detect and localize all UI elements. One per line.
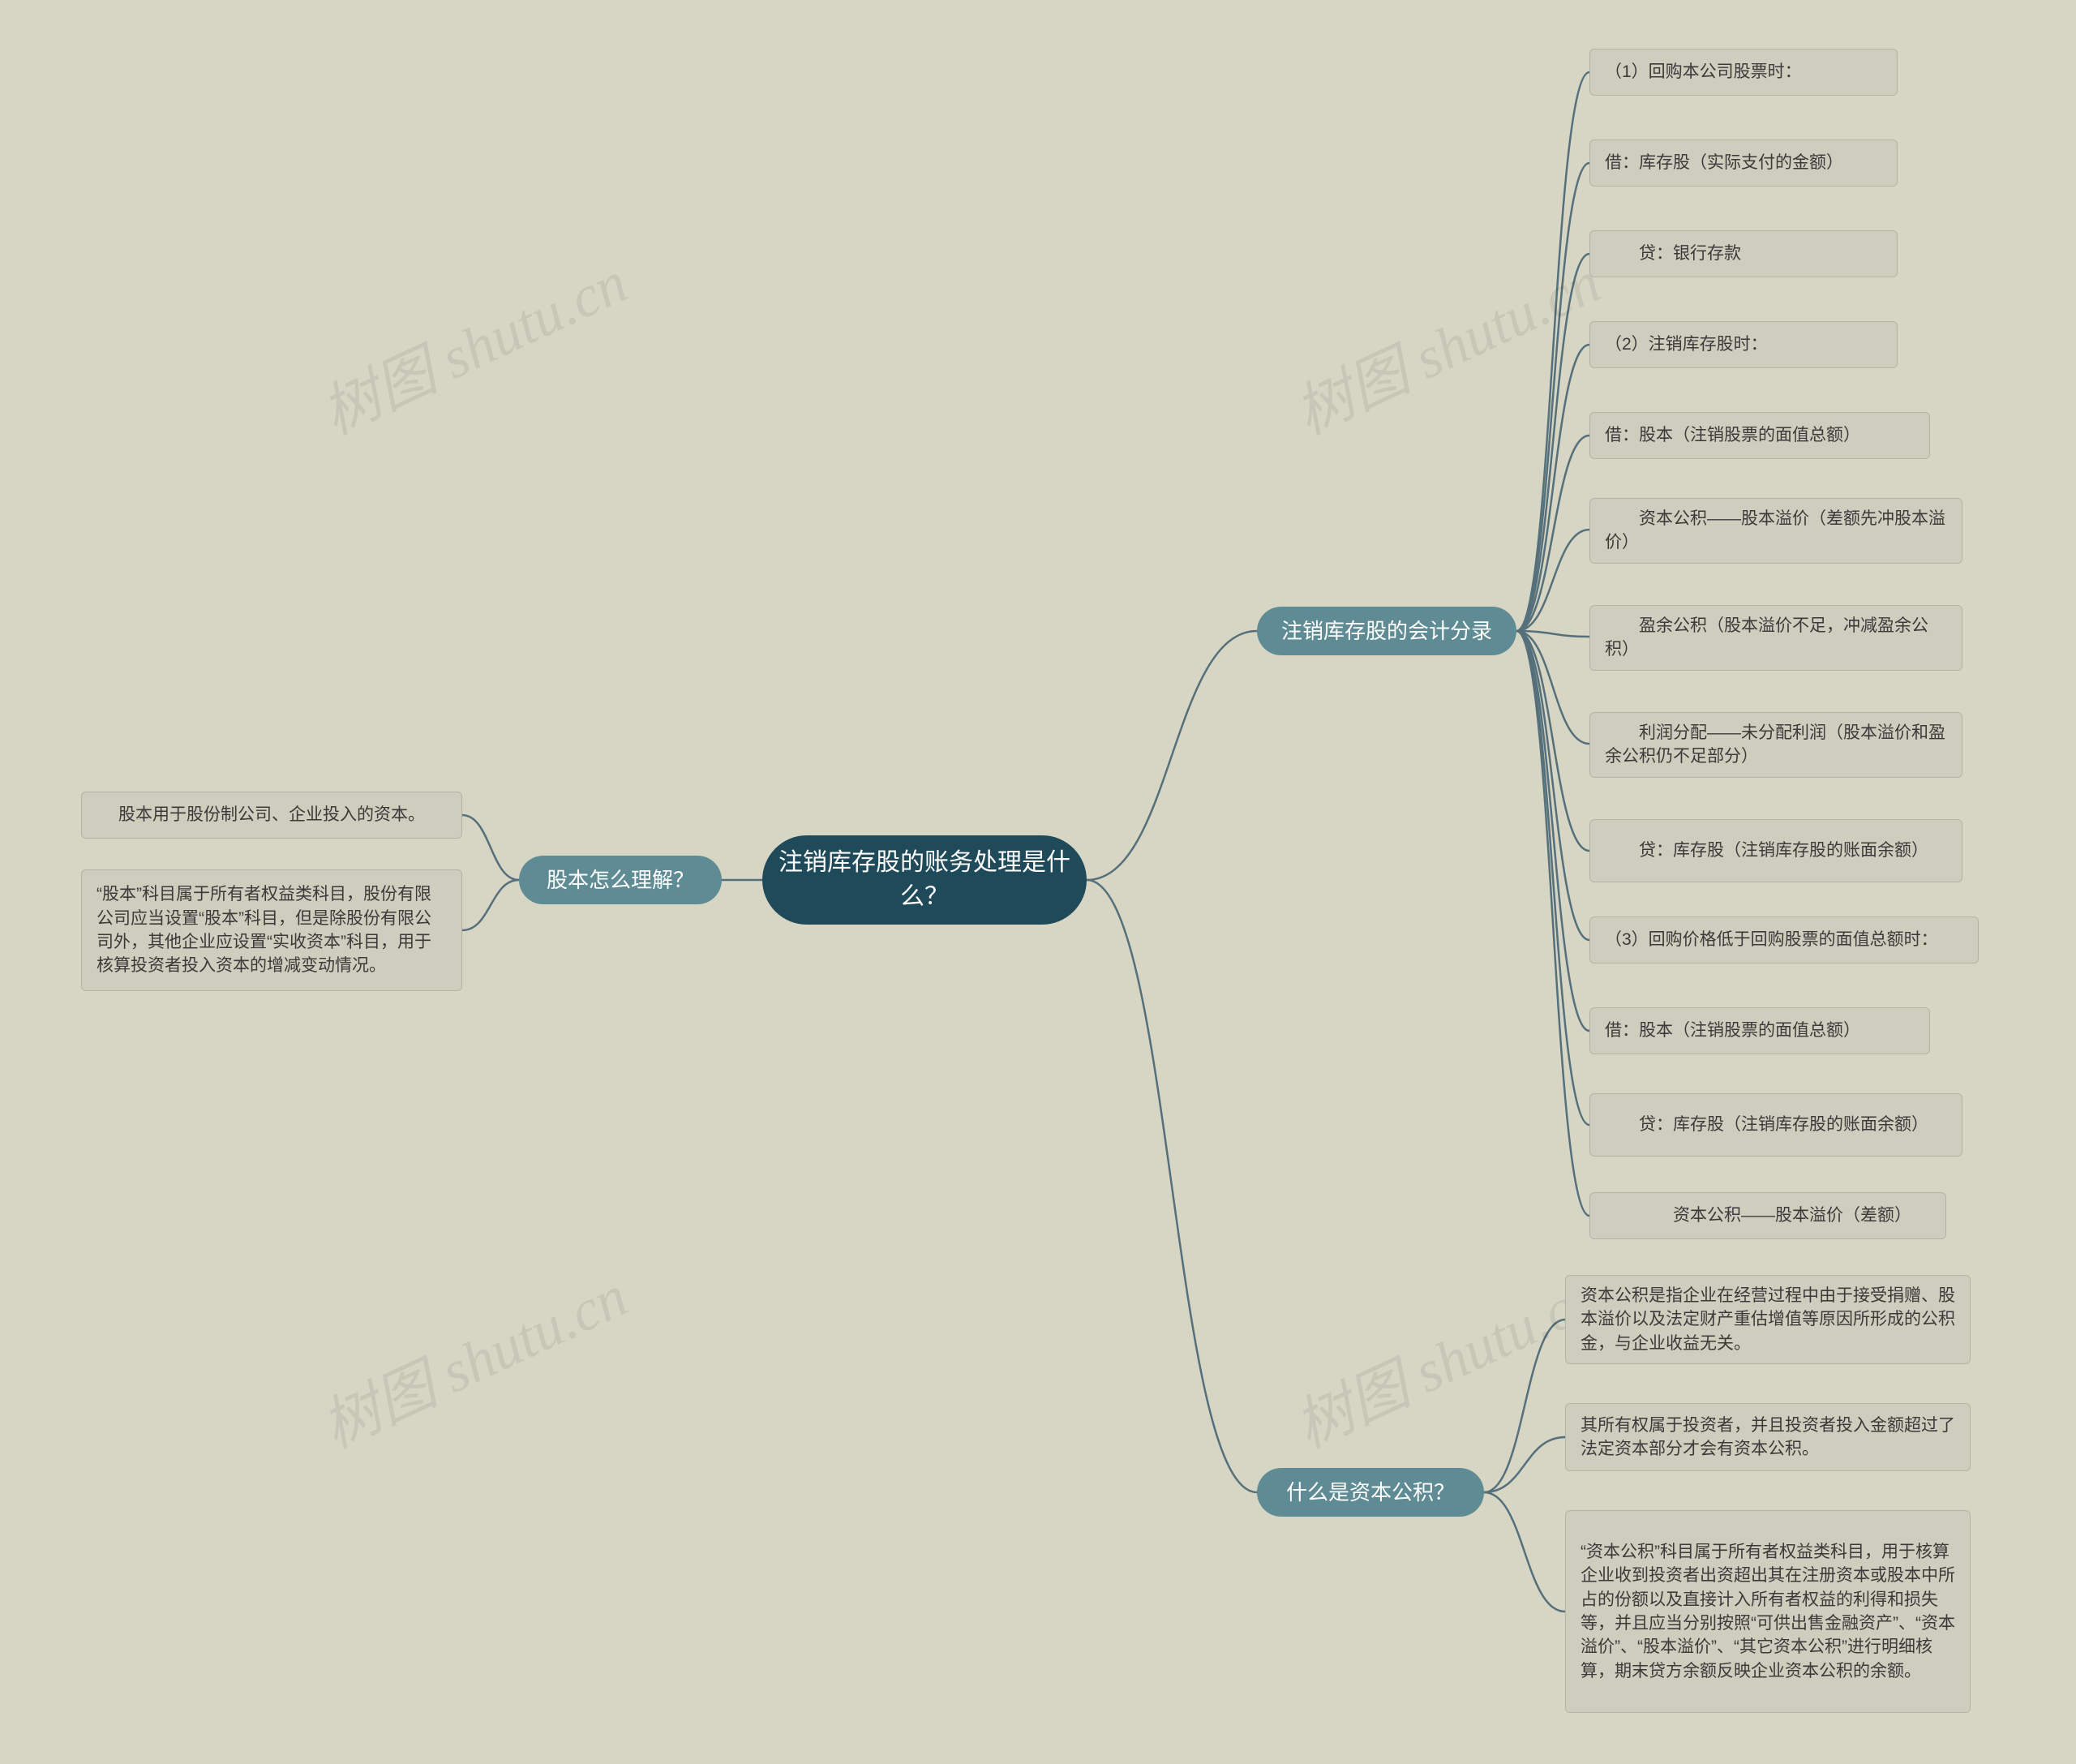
leaf-b3l1: 股本用于股份制公司、企业投入的资本。 [81,792,462,839]
leaf-b1l5: 借：股本（注销股票的面值总额） [1589,412,1930,459]
leaf-b2l2: 其所有权属于投资者，并且投资者投入金额超过了法定资本部分才会有资本公积。 [1565,1403,1971,1471]
leaf-b3l2: “股本”科目属于所有者权益类科目，股份有限公司应当设置“股本”科目，但是除股份有… [81,869,462,991]
leaf-b1l9: 贷：库存股（注销库存股的账面余额） [1589,819,1962,882]
leaf-b1l7: 盈余公积（股本溢价不足，冲减盈余公积） [1589,605,1962,671]
watermark-1: 树图 shutu.cn [1279,235,1612,451]
leaf-b1l12: 贷：库存股（注销库存股的账面余额） [1589,1093,1962,1157]
branch-b3: 股本怎么理解？ [519,856,722,904]
watermark-0: 树图 shutu.cn [306,235,639,451]
leaf-b1l2: 借：库存股（实际支付的金额） [1589,139,1898,187]
leaf-b1l6: 资本公积——股本溢价（差额先冲股本溢价） [1589,498,1962,564]
leaf-b1l10: （3）回购价格低于回购股票的面值总额时： [1589,916,1979,964]
branch-b1: 注销库存股的会计分录 [1257,607,1516,655]
leaf-b1l3: 贷：银行存款 [1589,230,1898,277]
root-node: 注销库存股的账务处理是什么？ [762,835,1087,925]
leaf-b1l8: 利润分配——未分配利润（股本溢价和盈余公积仍不足部分） [1589,712,1962,778]
leaf-b1l1: （1）回购本公司股票时： [1589,49,1898,96]
mindmap-canvas: 树图 shutu.cn 树图 shutu.cn 树图 shutu.cn 树图 shut… [0,0,2076,1764]
leaf-b1l11: 借：股本（注销股票的面值总额） [1589,1007,1930,1054]
leaf-b2l3: “资本公积”科目属于所有者权益类科目，用于核算企业收到投资者出资超出其在注册资本… [1565,1510,1971,1713]
watermark-2: 树图 shutu.cn [306,1249,639,1465]
leaf-b1l13: 资本公积——股本溢价（差额） [1589,1192,1946,1239]
branch-b2: 什么是资本公积？ [1257,1468,1484,1517]
watermark-3: 树图 shutu.cn [1279,1249,1612,1465]
leaf-b2l1: 资本公积是指企业在经营过程中由于接受捐赠、股本溢价以及法定财产重估增值等原因所形… [1565,1275,1971,1364]
leaf-b1l4: （2）注销库存股时： [1589,321,1898,368]
